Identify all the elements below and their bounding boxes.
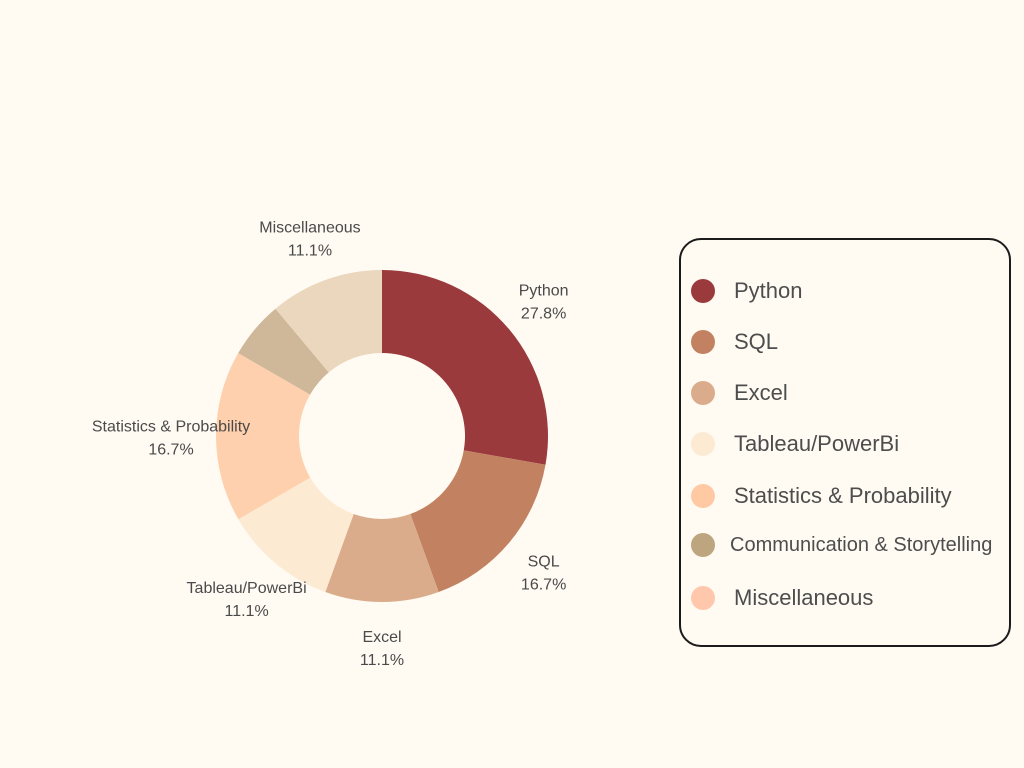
legend-item-excel: Excel (691, 380, 788, 406)
legend-item-sql: SQL (691, 329, 778, 355)
legend-item-miscellaneous: Miscellaneous (691, 585, 873, 611)
legend-item-tableau-powerbi: Tableau/PowerBi (691, 431, 899, 457)
legend: Python SQL Excel Tableau/PowerBi Statist… (679, 238, 1011, 647)
slice-label-excel: Excel 11.1% (360, 629, 404, 669)
slice-label-miscellaneous: Miscellaneous 11.1% (259, 220, 360, 260)
slice-sql (410, 450, 546, 593)
slice-tableau-powerbi (238, 477, 354, 593)
legend-label-statistics-probability: Statistics & Probability (734, 483, 952, 508)
slice-excel (325, 514, 439, 602)
legend-label-sql: SQL (734, 329, 779, 354)
legend-item-communication-storytelling: Communication & Storytelling (691, 532, 992, 558)
slice-labels: Python 27.8% SQL 16.7% Excel 11.1% Tableau/Pow… (92, 220, 569, 669)
slice-miscellaneous (275, 270, 382, 373)
legend-label-miscellaneous: Miscellaneous (734, 585, 874, 610)
slice-statistics-probability (215, 353, 311, 520)
slice-label-python: Python 27.8% (519, 282, 569, 322)
legend-swatch-tableau-powerbi (691, 432, 715, 456)
slice-python (382, 270, 548, 465)
legend-label-tableau-powerbi: Tableau/PowerBi (734, 431, 900, 456)
legend-item-statistics-probability: Statistics & Probability (691, 483, 952, 509)
slice-label-sql: SQL 16.7% (521, 554, 566, 594)
legend-label-python: Python (734, 278, 803, 303)
slice-communication-storytelling (238, 308, 329, 395)
legend-swatch-python (691, 279, 715, 303)
slice-label-statistics-probability: Statistics & Probability 16.7% (92, 418, 250, 458)
legend-swatch-miscellaneous (691, 586, 715, 610)
legend-item-python: Python (691, 278, 803, 304)
slice-label-tableau-powerbi: Tableau/PowerBi 11.1% (187, 580, 307, 620)
donut-slices (215, 270, 548, 602)
legend-swatch-communication-storytelling (691, 533, 715, 557)
legend-swatch-statistics-probability (691, 484, 715, 508)
legend-swatch-sql (691, 330, 715, 354)
legend-swatch-excel (691, 381, 715, 405)
legend-label-communication-storytelling: Communication & Storytelling (730, 533, 993, 556)
legend-label-excel: Excel (734, 380, 788, 405)
